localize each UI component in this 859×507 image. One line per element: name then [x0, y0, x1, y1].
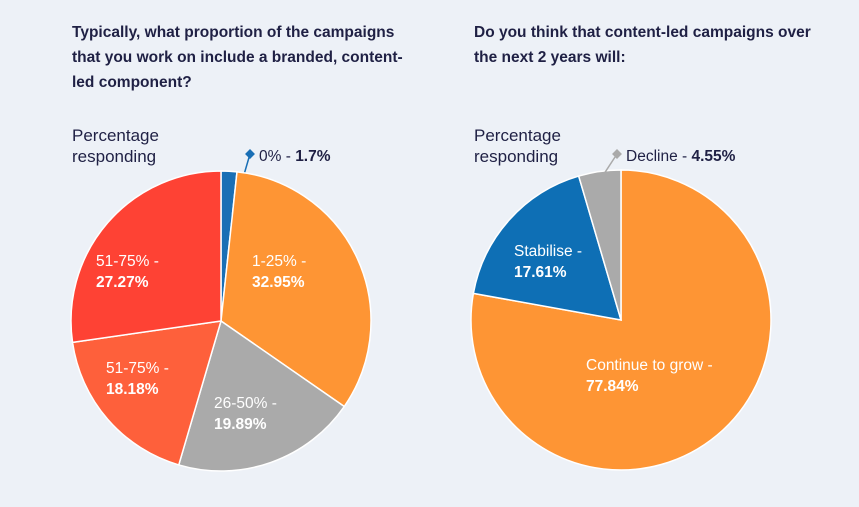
chart1-ylabel: Percentage responding [72, 126, 159, 166]
chart1-slice-label-4: 51-75% - 27.27% [96, 253, 163, 291]
chart1-slice-4 [70, 170, 222, 344]
chart2-slice-label-1: Stabilise - 17.61% [514, 243, 586, 281]
chart1-slice-2 [177, 319, 346, 472]
chart1-leader-marker-0 [245, 149, 255, 159]
chart2-leader-marker-2 [612, 149, 622, 159]
chart1-slice-label-3: 51-75% - 18.18% [106, 360, 173, 398]
chart2-ylabel: Percentage responding [474, 126, 561, 166]
chart1-slice-1 [220, 171, 372, 408]
chart2-slice-label-2: Decline - 4.55% [626, 148, 736, 165]
chart2-slice-2 [577, 169, 622, 321]
chart2-slice-label-0: Continue to grow - 77.84% [586, 357, 717, 395]
chart2-slice-1 [472, 175, 623, 321]
chart2-title: Do you think that content-led campaigns … [474, 24, 811, 66]
chart2-leader-line-2 [600, 153, 618, 180]
chart1-slice-label-0: 0% - 1.7% [259, 148, 331, 165]
chart1-slice-label-2: 26-50% - 19.89% [214, 395, 281, 433]
chart1-title: Typically, what proportion of the campai… [72, 24, 403, 91]
chart1-slice-3 [71, 320, 223, 466]
chart1-slice-label-1: 1-25% - 32.95% [252, 253, 311, 291]
